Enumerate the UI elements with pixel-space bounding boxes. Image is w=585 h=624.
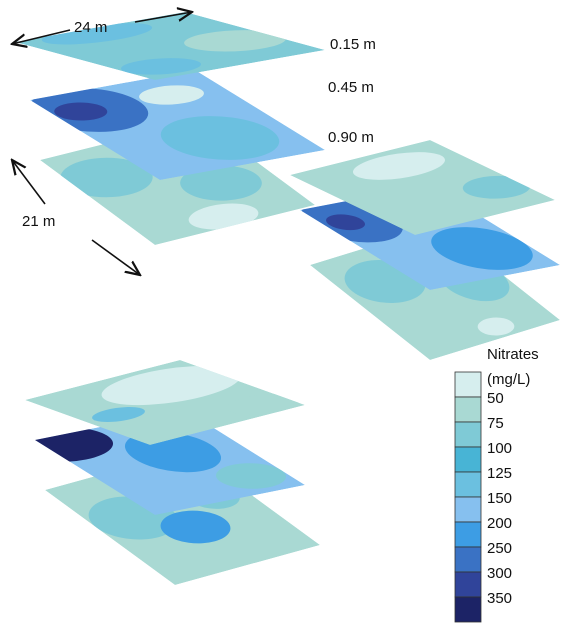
legend-swatch: [455, 497, 481, 522]
legend-label: 350: [487, 590, 512, 607]
legend-swatch: [455, 422, 481, 447]
legend-swatch: [455, 572, 481, 597]
legend-label: 100: [487, 440, 512, 457]
legend-swatch: [455, 547, 481, 572]
legend-label: 150: [487, 490, 512, 507]
legend-swatch: [455, 597, 481, 622]
width-label: 24 m: [74, 19, 107, 36]
legend-label: 125: [487, 465, 512, 482]
legend-label: 250: [487, 540, 512, 557]
legend-label: 75: [487, 415, 504, 432]
layer-depth: 0.15 m: [330, 36, 376, 53]
legend-swatch: [455, 472, 481, 497]
layer-map: [8, 9, 334, 80]
legend-swatch: [455, 372, 481, 397]
legend-swatch: [455, 447, 481, 472]
layer-depth: 0.90 m: [328, 129, 374, 146]
arrow: [12, 160, 45, 204]
figure: 24 m 21 m 0.15 m 0.45 m 0.90 m Nitrates …: [0, 0, 585, 624]
depth-label: 21 m: [22, 213, 55, 230]
layer-map: [25, 356, 321, 445]
legend-swatch: [455, 397, 481, 422]
legend-title: Nitrates: [487, 346, 539, 363]
layer-contours: [25, 356, 321, 445]
layer-contours: [8, 9, 334, 80]
arrow: [92, 240, 140, 275]
legend-label: 50: [487, 390, 504, 407]
layer-depth: 0.45 m: [328, 79, 374, 96]
legend-unit: (mg/L): [487, 371, 530, 388]
legend: 50 75 100 125 150 200 250 300 350: [455, 372, 512, 622]
legend-label: 200: [487, 515, 512, 532]
legend-label: 300: [487, 565, 512, 582]
legend-swatch: [455, 522, 481, 547]
